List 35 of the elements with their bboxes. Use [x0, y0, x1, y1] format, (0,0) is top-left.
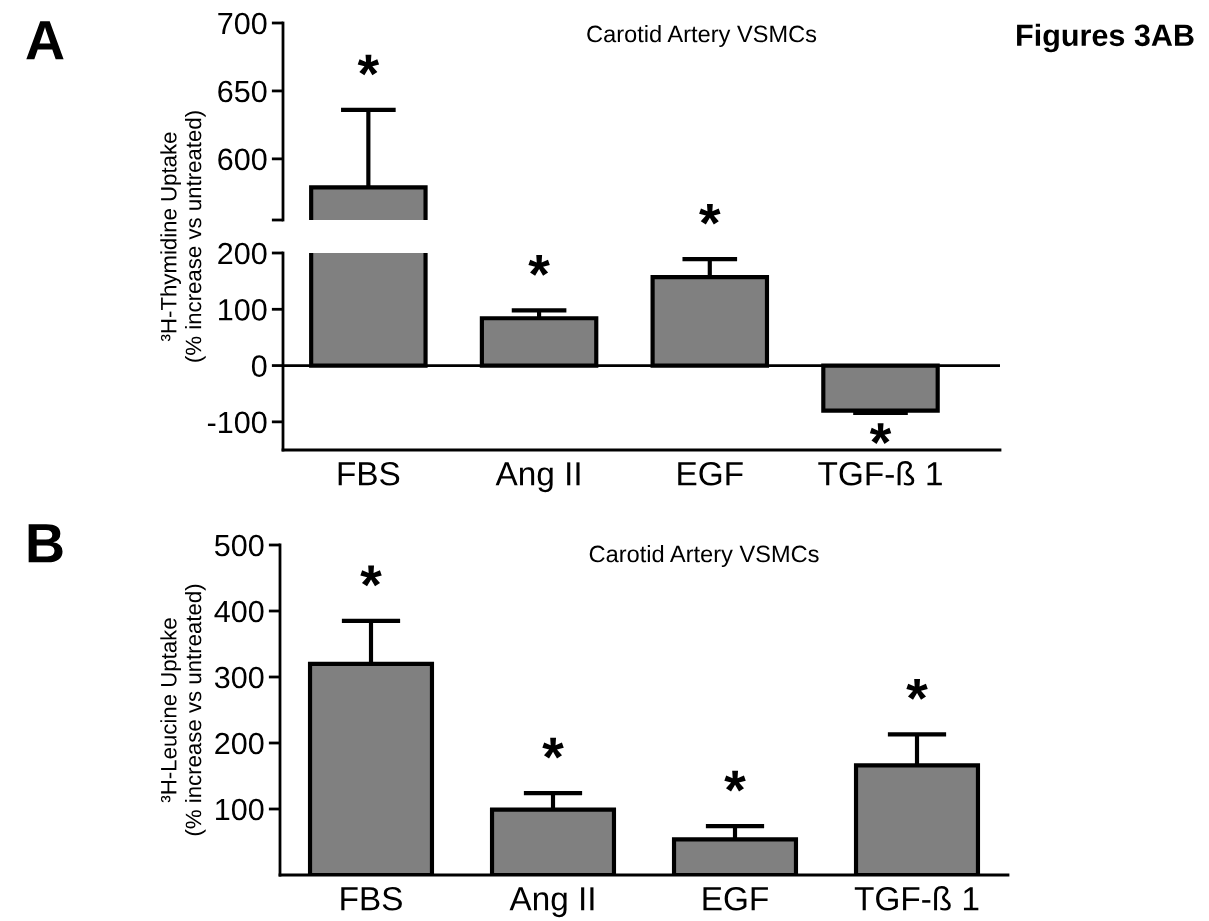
text: Figures 3AB — [1017, 23, 1194, 53]
y-tick-label: 650 — [218, 80, 267, 103]
x-tick-label: FBS — [338, 461, 400, 486]
data-label: * — [906, 679, 928, 700]
data-label: * — [724, 770, 746, 792]
y-tick-label: 0 — [251, 355, 267, 377]
x-tick-label: FBS — [341, 886, 402, 911]
text: B — [28, 524, 63, 563]
chart-title: Carotid Artery VSMCs — [587, 25, 817, 47]
x-tick-label: Ang II — [509, 887, 594, 918]
x-tick-label: Ang II — [495, 462, 580, 493]
y-tick-label: 300 — [214, 666, 264, 689]
y-tick-label: 600 — [218, 148, 267, 171]
y-tick-label: -100 — [207, 411, 267, 434]
y-tick-label: 400 — [214, 600, 264, 623]
y-tick-label: 200 — [215, 732, 264, 755]
y-tick-label: 100 — [216, 798, 264, 821]
data-label: * — [542, 737, 564, 759]
x-tick-label: TGF-ß 1 — [854, 886, 979, 911]
y-tick-label: 500 — [214, 534, 264, 557]
y-axis-title: ³H-Thymidine Uptake (% increase vs untreated) — [160, 111, 206, 362]
chart-title: Carotid Artery VSMCs — [589, 544, 819, 568]
data-label: * — [357, 54, 380, 76]
y-tick-label: 700 — [218, 12, 267, 35]
y-tick-label: 200 — [218, 242, 267, 265]
text: A — [26, 21, 64, 60]
data-label: * — [360, 565, 382, 587]
x-tick-label: EGF — [703, 886, 768, 911]
y-axis-title: ³H-Leucine Uptake (% increase vs untreated) — [160, 584, 206, 836]
data-label: * — [869, 423, 892, 444]
x-tick-label: EGF — [678, 461, 743, 486]
y-tick-label: 100 — [219, 299, 267, 321]
data-label: * — [699, 203, 721, 225]
x-tick-label: TGF-ß 1 — [818, 461, 942, 486]
data-label: * — [528, 255, 550, 276]
